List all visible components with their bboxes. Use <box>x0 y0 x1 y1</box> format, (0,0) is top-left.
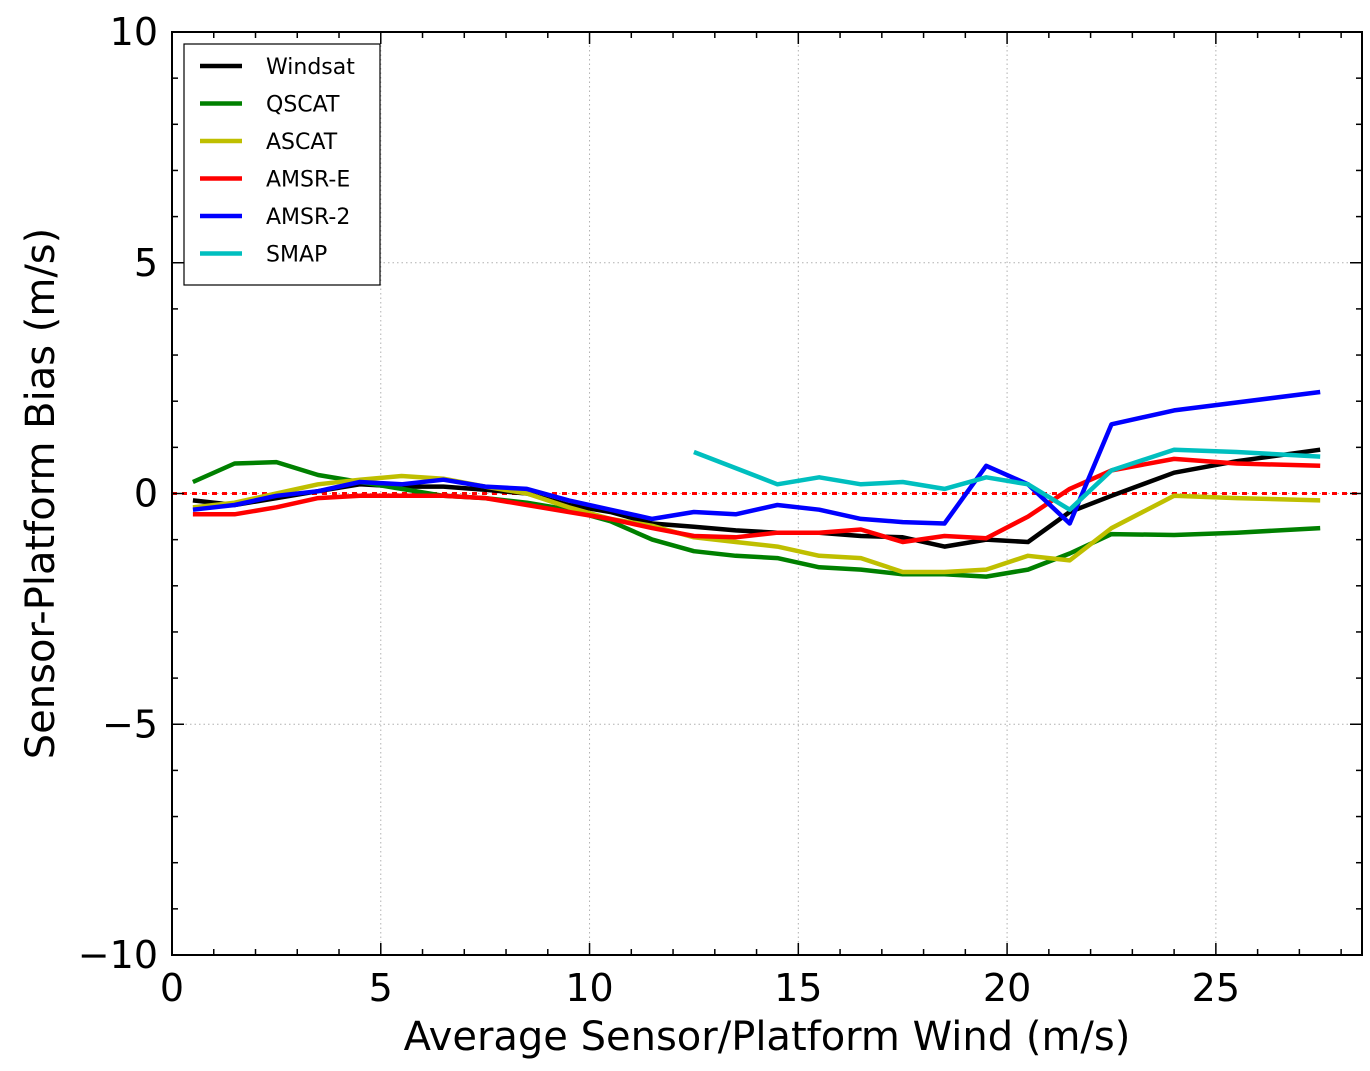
legend-box <box>183 43 381 286</box>
series-lines <box>191 389 1321 579</box>
legend: Windsat QSCAT ASCAT AMSR-E AMSR-2 SMAP <box>183 43 381 286</box>
y-tick-label: −5 <box>102 702 158 746</box>
series-line-smap <box>693 447 1321 512</box>
series-line-ascat <box>192 473 1321 575</box>
y-tick-label: 5 <box>134 241 158 285</box>
legend-label-ascat: ASCAT <box>266 130 338 155</box>
legend-label-smap: SMAP <box>266 243 327 268</box>
x-tick-label: 15 <box>774 966 822 1010</box>
x-tick-label: 5 <box>369 966 393 1010</box>
y-axis-title: Sensor-Platform Bias (m/s) <box>18 228 64 760</box>
x-axis-title: Average Sensor/Platform Wind (m/s) <box>404 1014 1131 1060</box>
x-tick-label: 0 <box>160 966 184 1010</box>
axis-ticks <box>171 31 1362 956</box>
legend-label-windsat: Windsat <box>266 55 355 80</box>
legend-label-amsr-2: AMSR-2 <box>266 205 350 230</box>
x-tick-label: 20 <box>983 966 1031 1010</box>
series-line-amsr-e <box>192 456 1321 545</box>
x-tick-label: 10 <box>565 966 613 1010</box>
legend-label-amsr-e: AMSR-E <box>266 168 350 193</box>
legend-label-qscat: QSCAT <box>266 93 340 118</box>
y-tick-label: 10 <box>110 10 158 54</box>
x-tick-label: 25 <box>1192 966 1240 1010</box>
y-tick-label: −10 <box>78 933 158 977</box>
tick-labels: 0 5 10 15 20 25 −10 −5 0 5 10 <box>78 10 1240 1010</box>
y-tick-label: 0 <box>134 472 158 516</box>
